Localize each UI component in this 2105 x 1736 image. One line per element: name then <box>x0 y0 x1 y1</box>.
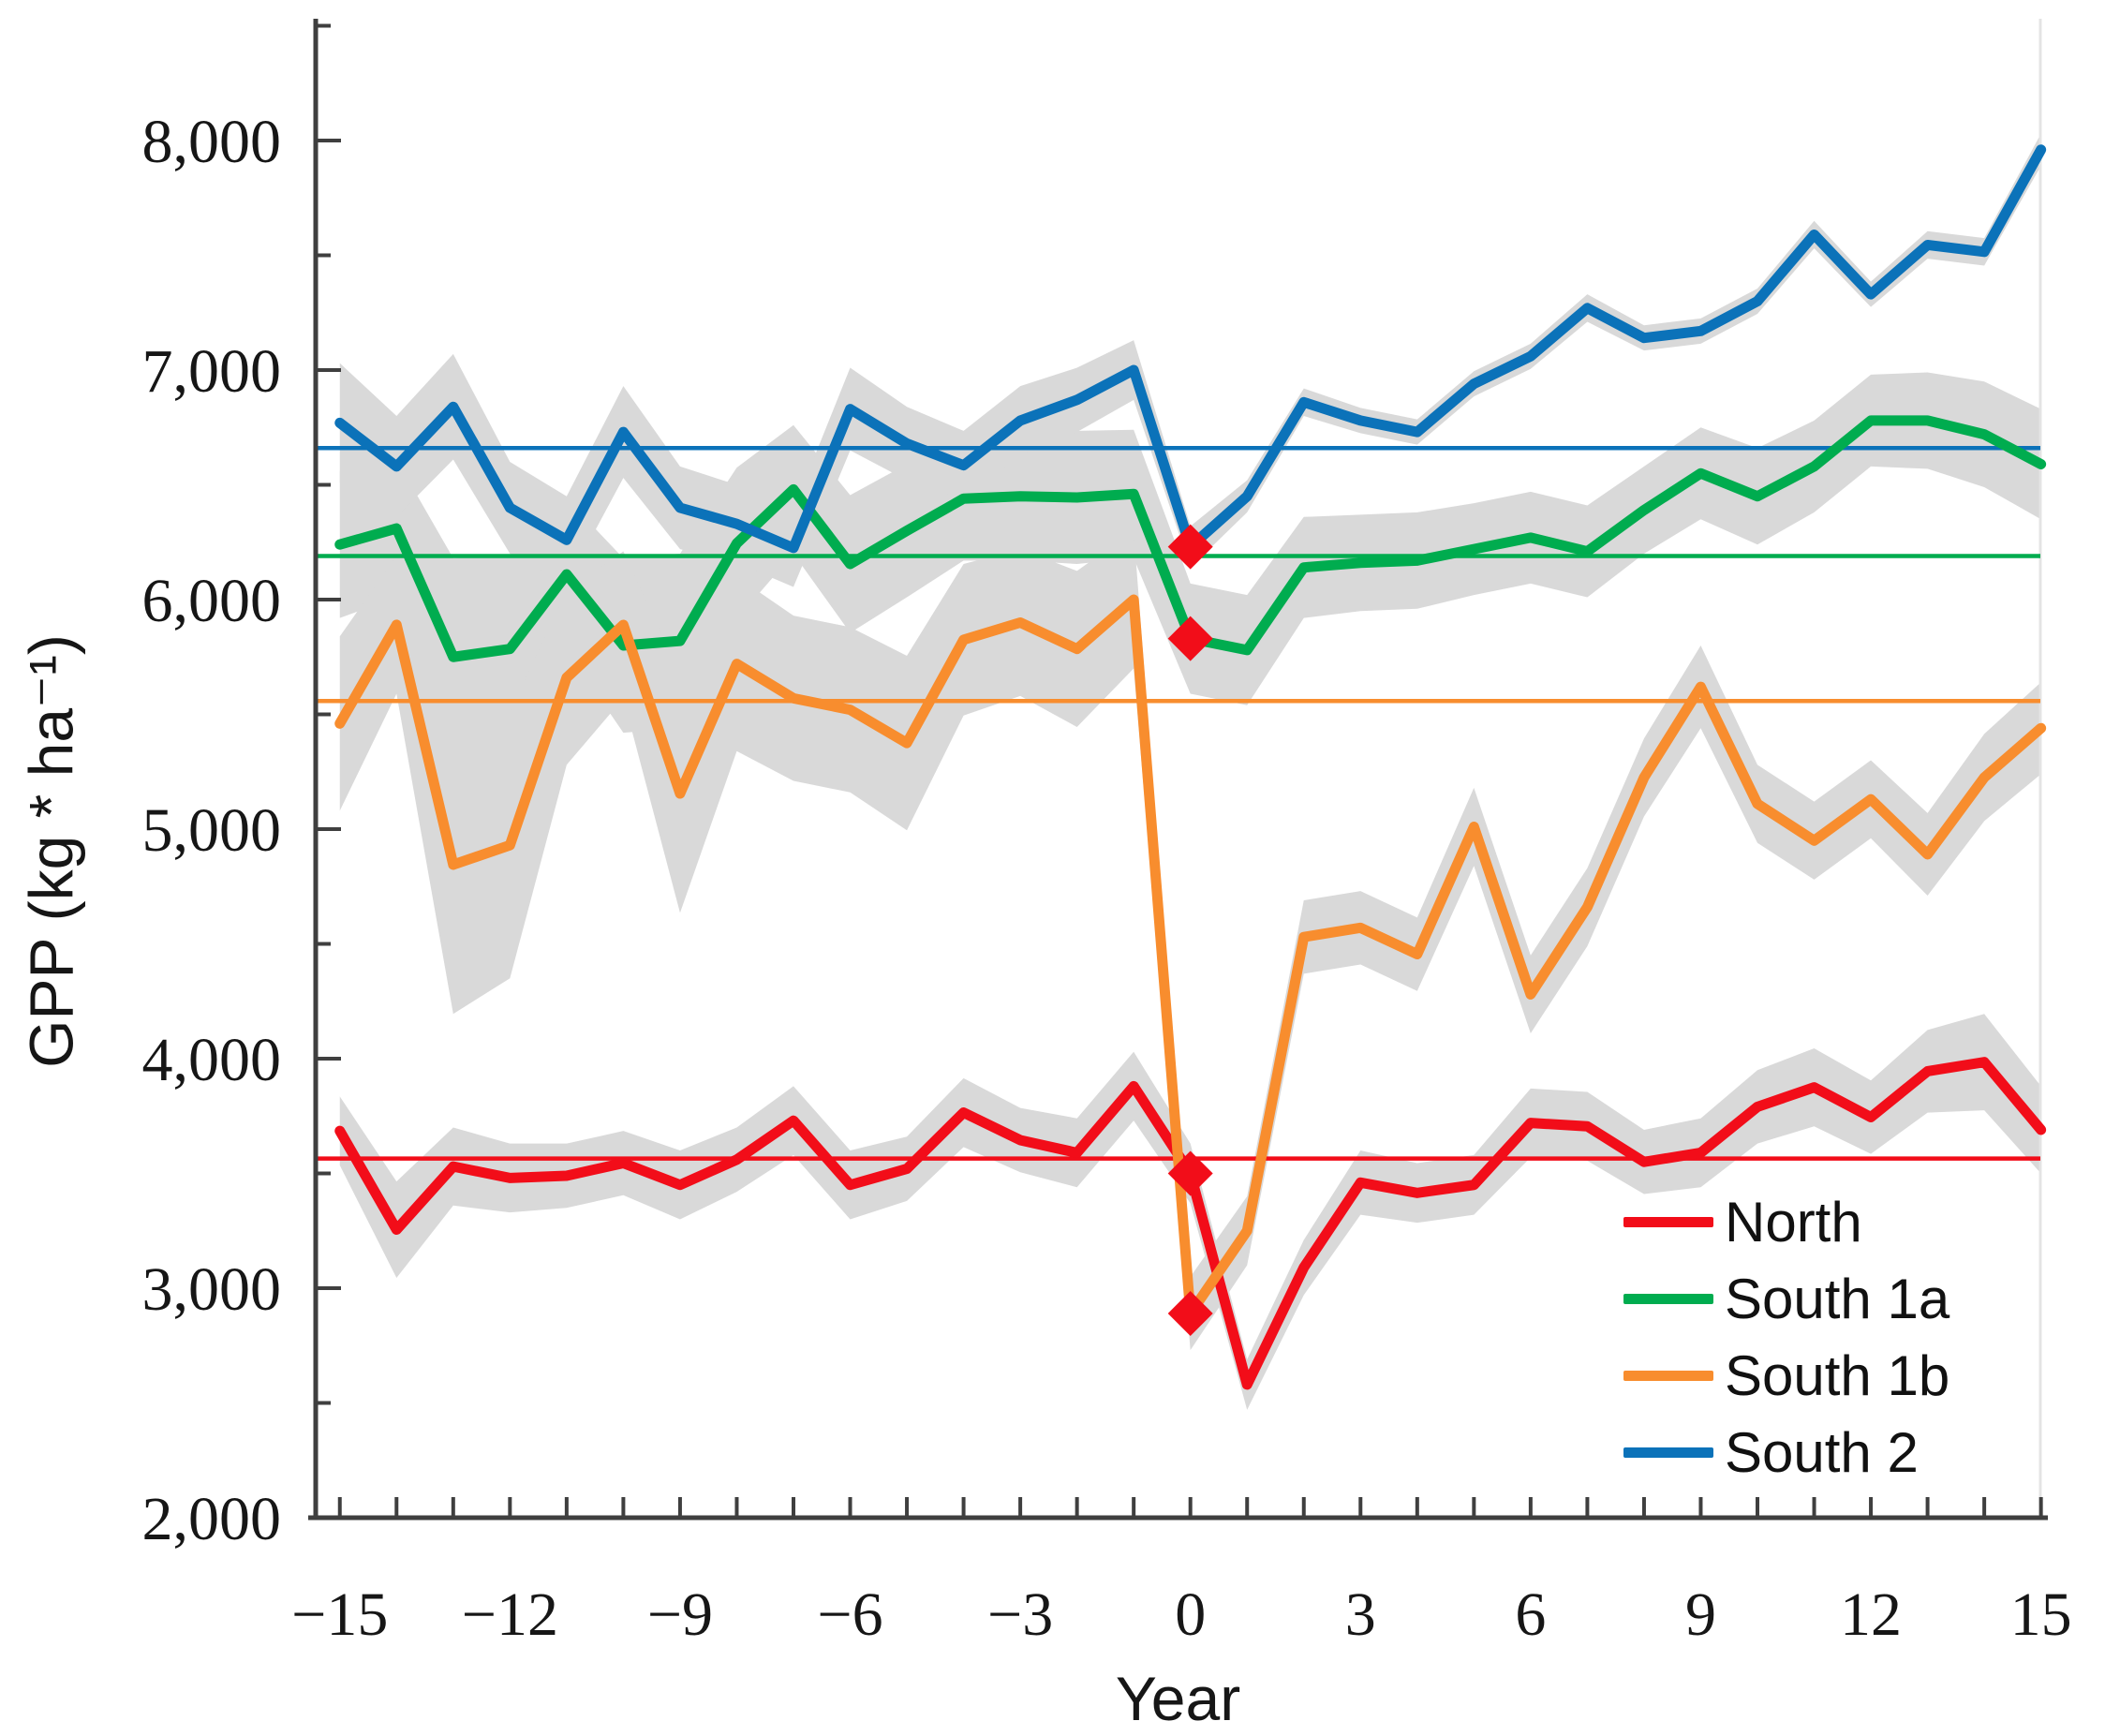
north-line-swatch <box>1623 1216 1713 1227</box>
event-diamond-south-1a <box>1167 616 1213 661</box>
legend-label: South 2 <box>1725 1420 1919 1484</box>
south-1b-line-swatch <box>1623 1370 1713 1381</box>
x-tick-label: 0 <box>1175 1580 1206 1649</box>
band-south-2 <box>339 133 2041 587</box>
y-tick-label: 7,000 <box>142 337 282 406</box>
legend-item-south-1a: South 1a <box>1623 1260 1949 1337</box>
legend-label: South 1a <box>1725 1267 1950 1330</box>
x-tick-label: 15 <box>2010 1580 2072 1649</box>
band-south-1b <box>339 530 2041 1351</box>
x-tick-label: 9 <box>1685 1580 1716 1649</box>
legend-label: North <box>1725 1190 1862 1254</box>
x-tick-label: −3 <box>987 1580 1053 1649</box>
x-tick-label: −6 <box>817 1580 882 1649</box>
x-tick-label: 12 <box>1840 1580 1902 1649</box>
year-zero-diamond-markers <box>1167 524 1213 1336</box>
y-tick-label: 5,000 <box>142 796 282 865</box>
x-tick-label: −9 <box>647 1580 713 1649</box>
confidence-bands <box>339 133 2041 1410</box>
y-tick-label: 2,000 <box>142 1485 282 1553</box>
x-tick-label: 6 <box>1515 1580 1546 1649</box>
event-diamond-north <box>1167 1150 1213 1196</box>
legend-item-south-2: South 2 <box>1623 1414 1949 1491</box>
y-tick-label: 8,000 <box>142 108 282 176</box>
band-north <box>339 1014 2041 1410</box>
event-diamond-south-1b <box>1167 1290 1213 1336</box>
y-axis-title: GPP (kg * ha⁻¹) <box>16 634 86 1068</box>
band-south-1a <box>339 372 2041 756</box>
legend-item-north: North <box>1623 1183 1949 1260</box>
axis-tick-labels: 2,000 3,000 4,000 5,000 6,000 7,000 8,000 −15 −1… <box>142 108 2072 1649</box>
south-2-line-swatch <box>1623 1447 1713 1458</box>
y-tick-label: 3,000 <box>142 1255 282 1324</box>
legend-label: South 1b <box>1725 1343 1950 1407</box>
legend: North South 1a South 1b South 2 <box>1623 1183 1949 1491</box>
x-tick-label: −15 <box>291 1580 388 1649</box>
south-1a-line-swatch <box>1623 1293 1713 1304</box>
y-tick-label: 4,000 <box>142 1026 282 1094</box>
x-axis-title: Year <box>1115 1664 1241 1733</box>
y-tick-label: 6,000 <box>142 567 282 635</box>
x-tick-label: 3 <box>1345 1580 1376 1649</box>
legend-item-south-1b: South 1b <box>1623 1337 1949 1414</box>
axis-ticks <box>316 23 2043 1518</box>
event-diamond-south-2 <box>1167 524 1213 570</box>
x-tick-label: −12 <box>462 1580 558 1649</box>
